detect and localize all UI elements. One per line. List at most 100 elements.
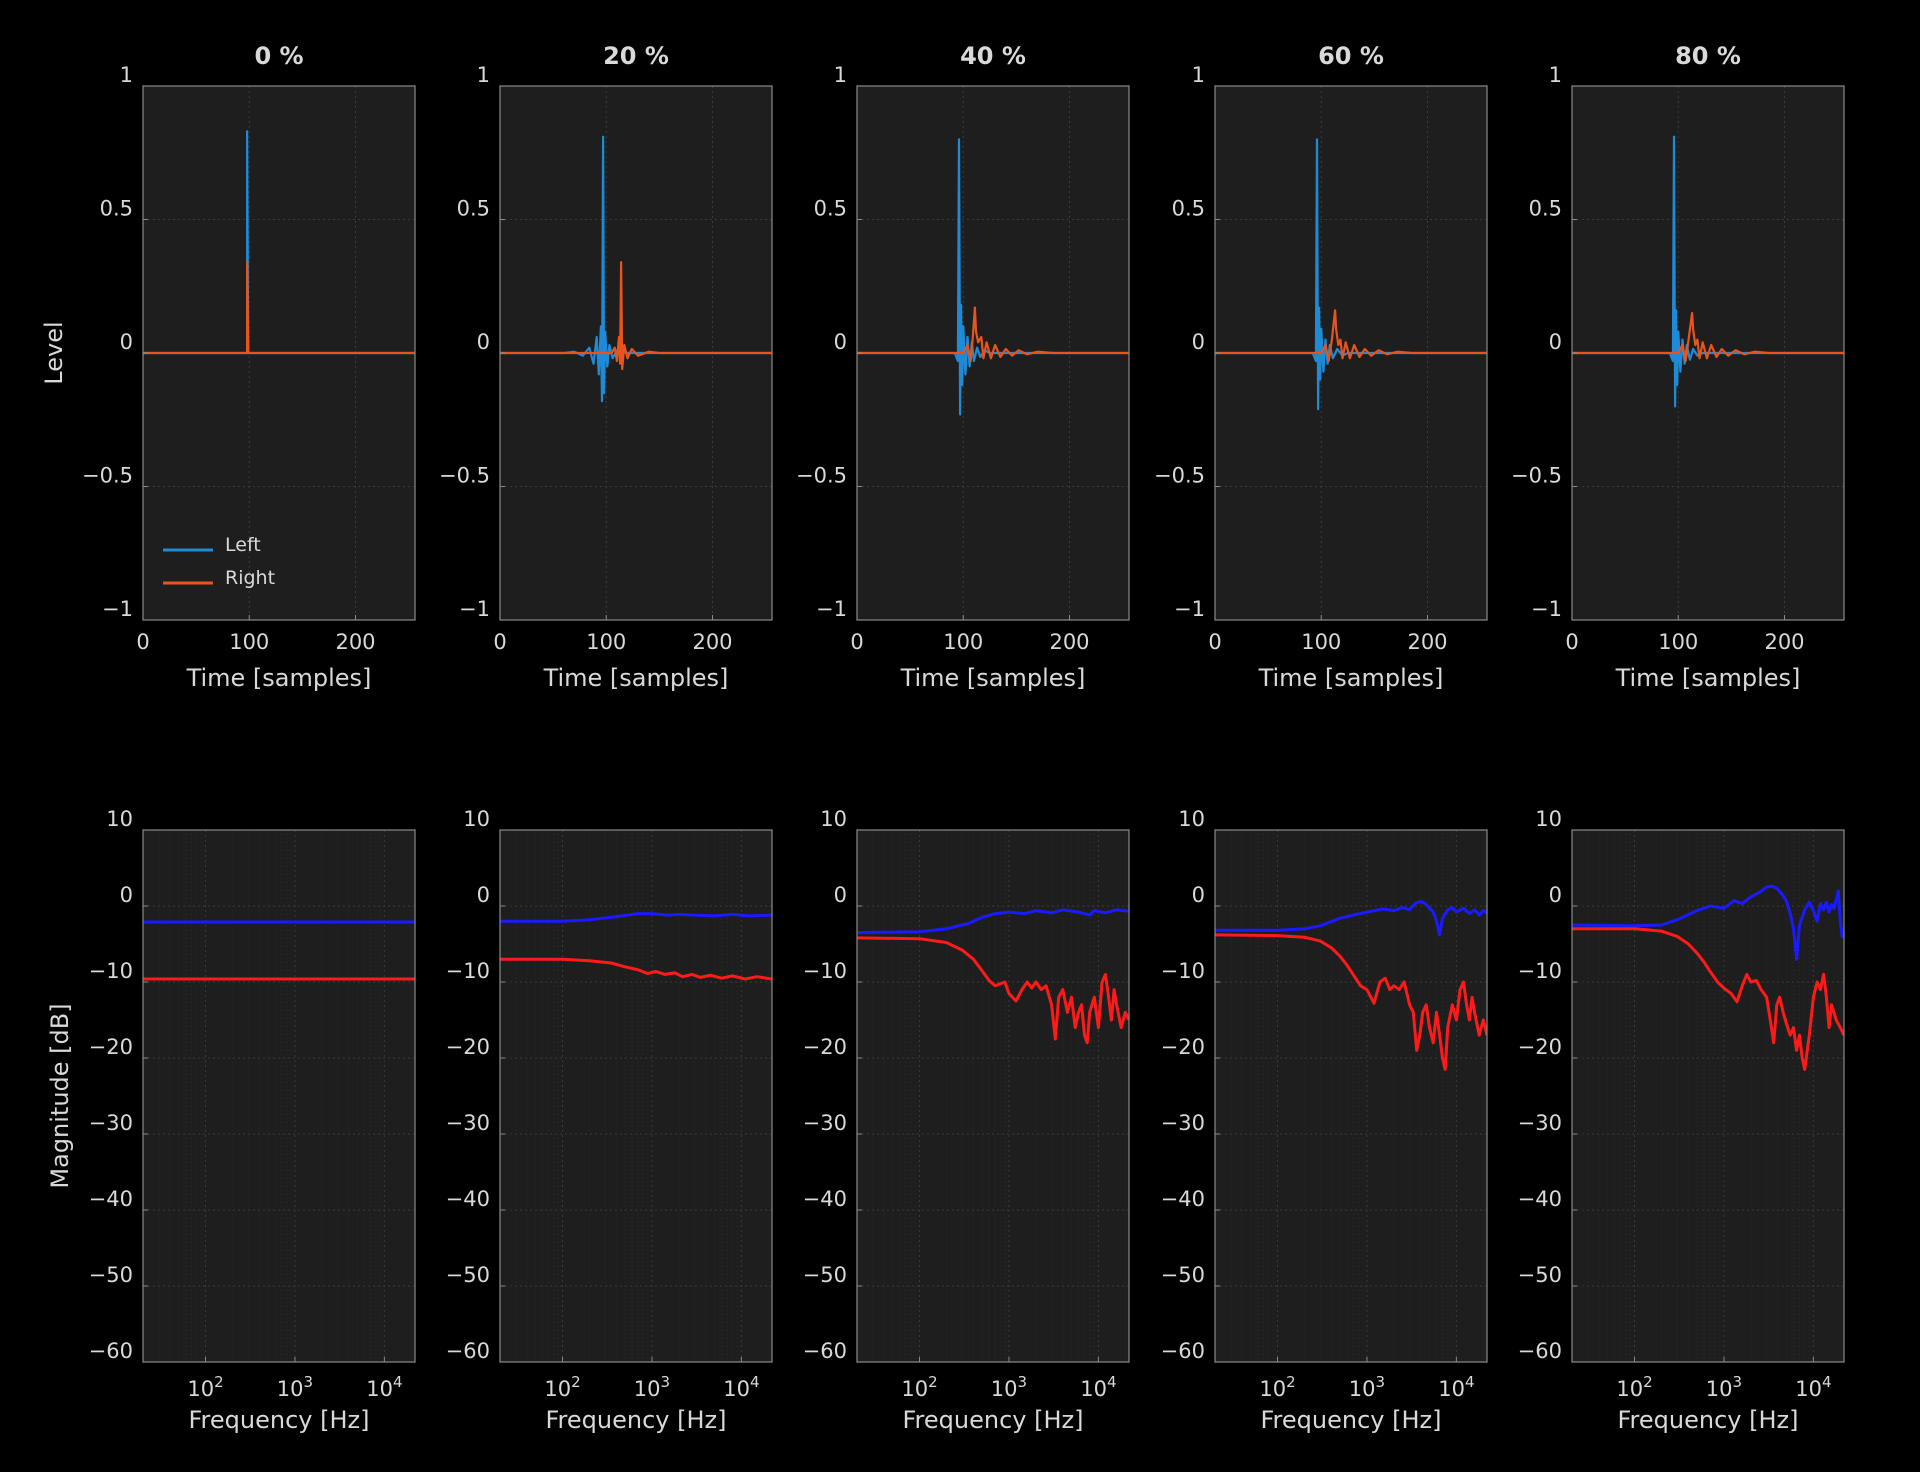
y-tick-label: −40 xyxy=(446,1187,490,1211)
y-tick-label: −1 xyxy=(459,597,490,621)
y-tick-label: 0 xyxy=(1549,883,1562,907)
y-tick-label: −50 xyxy=(446,1263,490,1287)
x-tick-label: 0 xyxy=(1208,630,1221,654)
series-line-left xyxy=(1215,899,1487,937)
y-tick-label: 0 xyxy=(120,883,133,907)
y-tick-label: −20 xyxy=(1518,1035,1562,1059)
axes-frame xyxy=(499,829,773,1363)
y-tick-label: −10 xyxy=(446,959,490,983)
y-axis-label: Magnitude [dB] xyxy=(46,1003,74,1188)
x-tick-label: 104 xyxy=(366,1373,402,1401)
x-axis-label: Frequency [Hz] xyxy=(903,1406,1084,1434)
x-tick-label: 102 xyxy=(901,1373,937,1401)
subplot-title: 80 % xyxy=(1675,42,1741,70)
legend-label-left: Left xyxy=(225,534,261,556)
x-tick-label: 104 xyxy=(1080,1373,1116,1401)
x-tick-label: 100 xyxy=(1658,630,1698,654)
subplot-title: 60 % xyxy=(1318,42,1384,70)
y-tick-label: 0 xyxy=(477,330,490,354)
x-axis-label: Time [samples] xyxy=(1258,664,1444,692)
x-tick-label: 200 xyxy=(1407,630,1447,654)
y-tick-label: −60 xyxy=(1161,1339,1205,1363)
subplot-magnitude-3: 10 0 −10 −20 −30 −40 −50 −60 102 103 104 Frequency … xyxy=(803,807,1130,1434)
x-tick-label: 200 xyxy=(335,630,375,654)
x-tick-label: 0 xyxy=(1565,630,1578,654)
x-tick-label: 100 xyxy=(943,630,983,654)
x-tick-label: 200 xyxy=(1049,630,1089,654)
y-tick-label: −30 xyxy=(89,1111,133,1135)
x-tick-label: 0 xyxy=(136,630,149,654)
y-tick-label: 10 xyxy=(1178,807,1205,831)
y-tick-label: 0 xyxy=(834,330,847,354)
series-line-right xyxy=(1215,309,1487,363)
x-tick-label: 103 xyxy=(1349,1373,1385,1401)
x-tick-label: 200 xyxy=(1764,630,1804,654)
series-line-right xyxy=(857,306,1129,363)
y-tick-label: −60 xyxy=(446,1339,490,1363)
y-tick-label: −60 xyxy=(803,1339,847,1363)
y-tick-label: 0 xyxy=(1192,330,1205,354)
series-line-left xyxy=(857,908,1129,935)
x-tick-label: 103 xyxy=(634,1373,670,1401)
x-tick-label: 200 xyxy=(692,630,732,654)
x-axis-label: Time [samples] xyxy=(543,664,729,692)
legend-label-right: Right xyxy=(225,567,275,589)
minor-grid xyxy=(515,830,769,1362)
y-tick-label: −40 xyxy=(1161,1187,1205,1211)
subplot-magnitude-2: 10 0 −10 −20 −30 −40 −50 −60 102 103 104 Frequency … xyxy=(446,807,773,1434)
y-tick-label: −30 xyxy=(446,1111,490,1135)
series-line-right xyxy=(500,261,772,371)
x-tick-label: 104 xyxy=(723,1373,759,1401)
y-tick-label: −0.5 xyxy=(82,464,133,488)
y-tick-label: −1 xyxy=(1531,597,1562,621)
y-tick-label: −30 xyxy=(1161,1111,1205,1135)
plot-area xyxy=(500,830,772,1362)
y-tick-label: 0 xyxy=(1192,883,1205,907)
y-tick-label: −60 xyxy=(89,1339,133,1363)
x-tick-label: 102 xyxy=(187,1373,223,1401)
series-line-left xyxy=(500,135,772,403)
y-tick-label: −50 xyxy=(803,1263,847,1287)
y-tick-label: −60 xyxy=(1518,1339,1562,1363)
plot-area xyxy=(143,830,415,1362)
y-tick-label: −1 xyxy=(1174,597,1205,621)
plot-area xyxy=(1572,830,1844,1362)
y-tick-label: 1 xyxy=(1549,63,1562,87)
series-line-left xyxy=(1572,884,1844,961)
y-tick-label: 10 xyxy=(820,807,847,831)
y-tick-label: 0 xyxy=(477,883,490,907)
x-axis-label: Frequency [Hz] xyxy=(189,1406,370,1434)
x-tick-label: 100 xyxy=(586,630,626,654)
series-line-left xyxy=(857,138,1129,416)
x-tick-label: 102 xyxy=(1259,1373,1295,1401)
axes-frame xyxy=(1214,829,1488,1363)
y-tick-label: −50 xyxy=(89,1263,133,1287)
legend: Left Right xyxy=(163,534,275,589)
y-tick-label: −50 xyxy=(1518,1263,1562,1287)
y-tick-label: 10 xyxy=(463,807,490,831)
plot-area xyxy=(857,830,1129,1362)
series-line-left xyxy=(500,912,772,923)
x-tick-label: 103 xyxy=(277,1373,313,1401)
axes-frame xyxy=(1571,829,1845,1363)
x-tick-label: 104 xyxy=(1795,1373,1831,1401)
x-tick-label: 104 xyxy=(1438,1373,1474,1401)
series-line-right xyxy=(1215,933,1487,1071)
x-axis-label: Frequency [Hz] xyxy=(546,1406,727,1434)
y-tick-label: 0 xyxy=(834,883,847,907)
y-tick-label: −0.5 xyxy=(796,464,847,488)
series-line-right xyxy=(1572,311,1844,363)
y-axis-label: Level xyxy=(40,321,68,384)
y-tick-label: 0.5 xyxy=(814,197,847,221)
minor-grid xyxy=(872,830,1126,1362)
x-tick-label: 0 xyxy=(493,630,506,654)
y-tick-label: −0.5 xyxy=(1511,464,1562,488)
y-tick-label: 1 xyxy=(1192,63,1205,87)
x-axis-label: Time [samples] xyxy=(900,664,1086,692)
y-tick-label: 1 xyxy=(834,63,847,87)
y-tick-label: −20 xyxy=(803,1035,847,1059)
